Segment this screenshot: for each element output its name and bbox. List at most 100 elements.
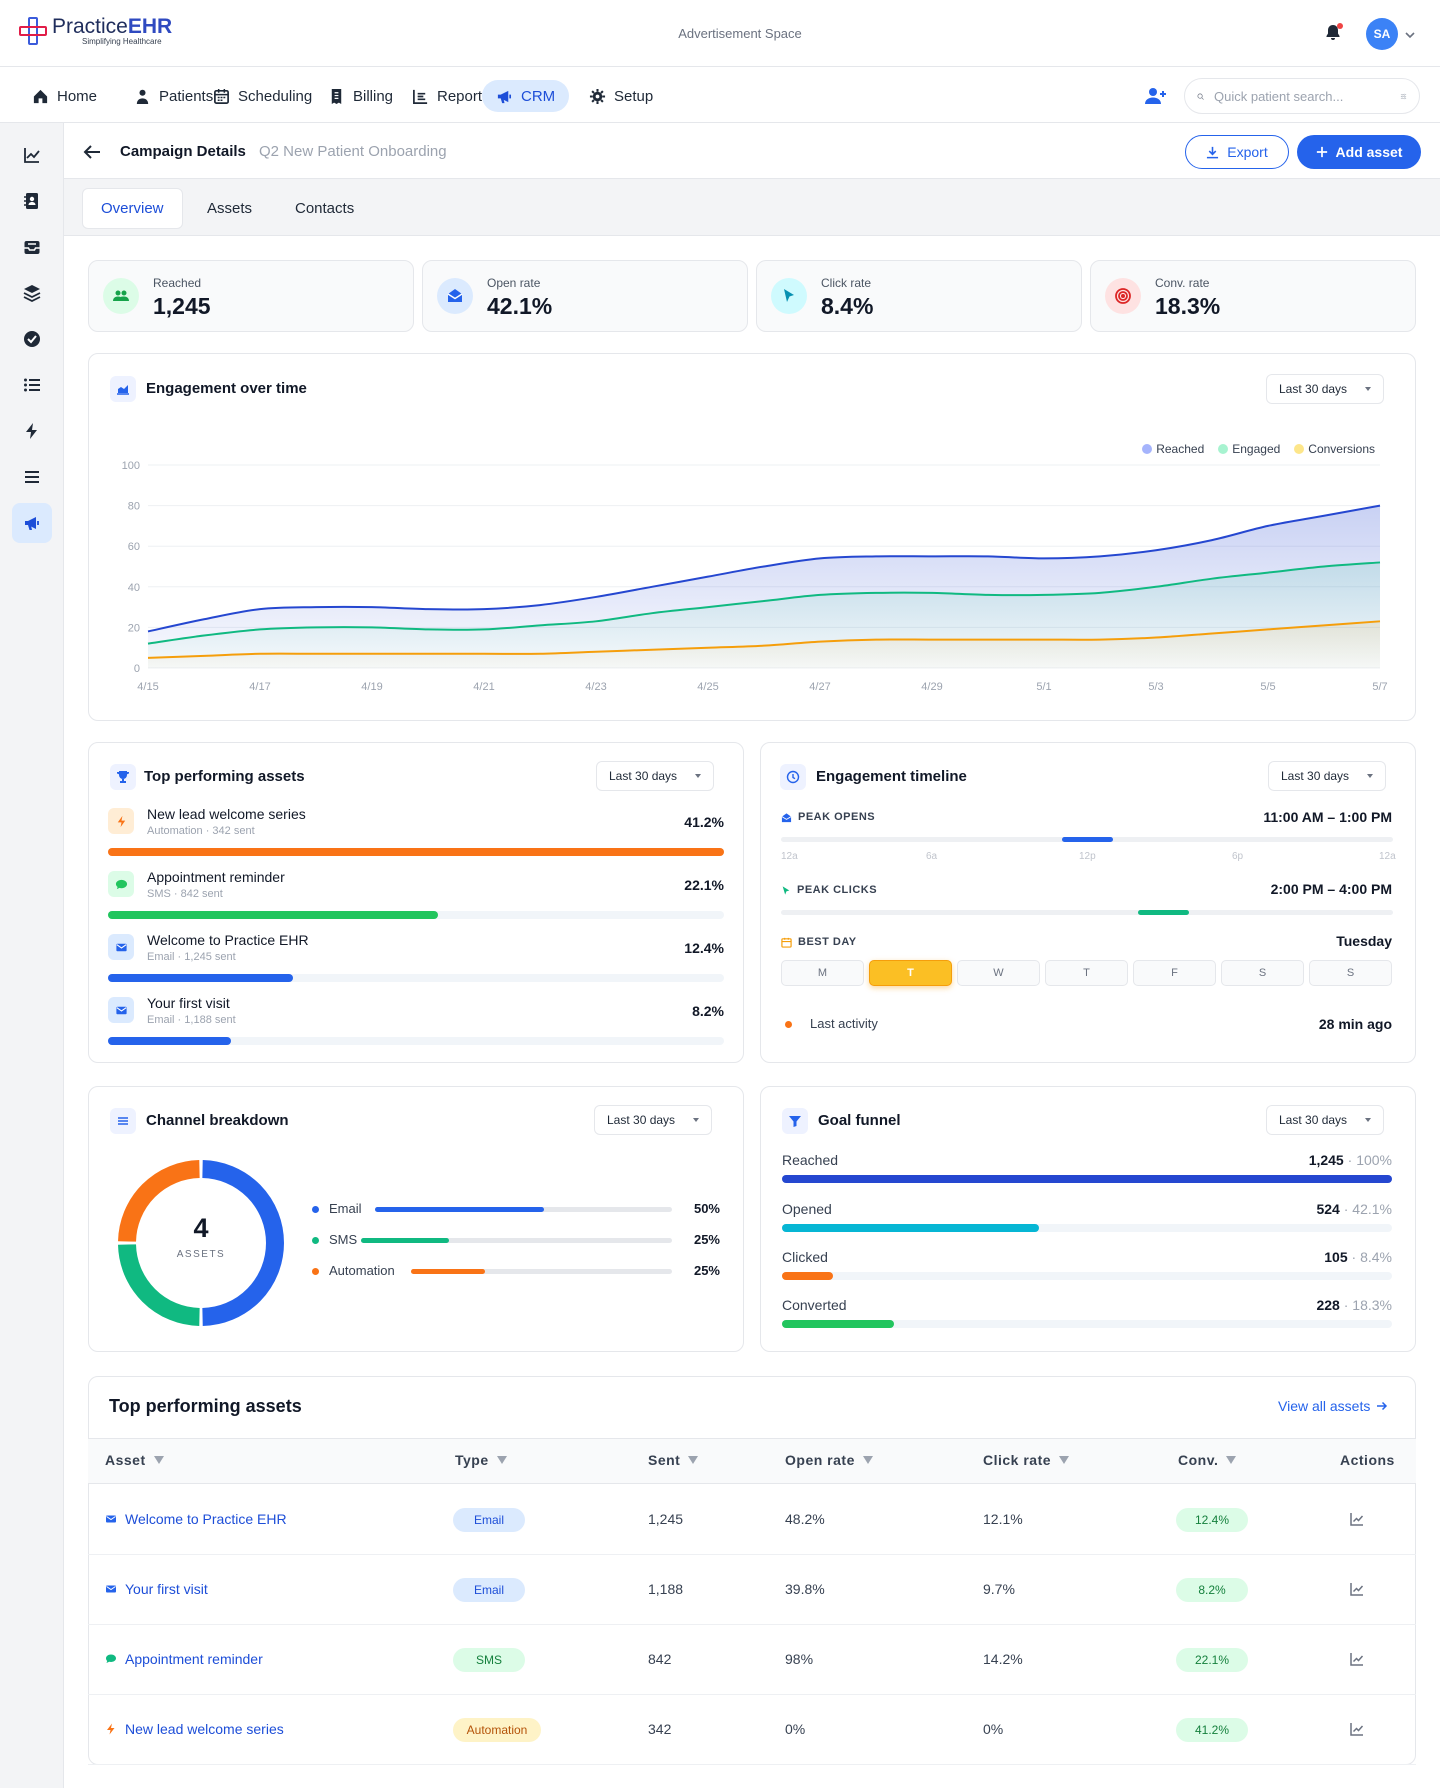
sidebar-item-2[interactable]: [12, 181, 52, 221]
legend-item-engaged[interactable]: Engaged: [1218, 442, 1280, 456]
column-header-asset[interactable]: Asset: [105, 1452, 164, 1468]
kpi-label: Open rate: [487, 276, 541, 290]
funnel-sep: ·: [1351, 1249, 1361, 1265]
sidebar-item-1[interactable]: [12, 135, 52, 175]
column-label: Type: [455, 1452, 489, 1468]
search-input[interactable]: [1214, 88, 1390, 104]
peak-clicks-label: PEAK CLICKS: [781, 884, 877, 896]
table-row[interactable]: Welcome to Practice EHR Email 1,245 48.2% 12…: [88, 1485, 1416, 1555]
y-tick-label: 0: [134, 663, 140, 675]
range-label: Last 30 days: [1279, 1113, 1348, 1127]
brand-logo[interactable]: PracticeEHR Simplifying Healthcare: [18, 16, 172, 46]
weekday-0[interactable]: M: [781, 960, 864, 986]
weekday-6[interactable]: S: [1309, 960, 1392, 986]
tab-assets[interactable]: Assets: [207, 200, 253, 217]
tab-overview[interactable]: Overview: [82, 188, 183, 229]
back-arrow-icon[interactable]: [82, 143, 102, 161]
nav-setup[interactable]: Setup: [575, 80, 667, 112]
filter-icon[interactable]: [862, 1456, 873, 1464]
filter-icon[interactable]: [1226, 1456, 1237, 1464]
add-patient-icon[interactable]: [1145, 86, 1167, 106]
tab-contacts[interactable]: Contacts: [295, 200, 355, 217]
funnel-stage-name: Opened: [782, 1201, 832, 1217]
legend-item-reached[interactable]: Reached: [1142, 442, 1204, 456]
asset-row[interactable]: Welcome to Practice EHR Email · 1,245 sen…: [108, 930, 724, 988]
user-avatar[interactable]: SA: [1366, 18, 1398, 50]
weekday-5[interactable]: S: [1221, 960, 1304, 986]
engagement-range-dropdown[interactable]: Last 30 days: [1266, 374, 1385, 404]
last-activity-label: Last activity: [810, 1016, 878, 1031]
chevron-down-icon[interactable]: [1404, 28, 1416, 40]
asset-row[interactable]: New lead welcome series Automation · 342 …: [108, 804, 724, 862]
range-label: Last 30 days: [609, 769, 678, 783]
column-label: Actions: [1340, 1452, 1395, 1468]
legend-swatch: [1294, 444, 1305, 454]
asset-bar-track: [108, 911, 724, 919]
filter-icon[interactable]: [688, 1456, 699, 1464]
legend-item-conversions[interactable]: Conversions: [1294, 442, 1375, 456]
filter-sliders-icon[interactable]: [1400, 89, 1407, 104]
filter-icon[interactable]: [1059, 1456, 1070, 1464]
nav-billing[interactable]: Billing: [314, 80, 407, 112]
column-header-actions[interactable]: Actions: [1340, 1452, 1395, 1468]
column-header-conv[interactable]: Conv.: [1178, 1452, 1237, 1468]
weekday-2[interactable]: W: [957, 960, 1040, 986]
funnel-bar-track: [782, 1175, 1392, 1183]
asset-row[interactable]: Appointment reminder SMS · 842 sent 22.1%: [108, 867, 724, 925]
kpi-open-rate: Open rate 42.1%: [422, 260, 748, 332]
funnel-stage-reached: Reached 1,245 · 100%: [782, 1152, 1392, 1196]
sidebar-item-7[interactable]: [12, 411, 52, 451]
weekday-1[interactable]: T: [869, 960, 952, 986]
table-row[interactable]: Appointment reminder SMS 842 98% 14.2% 22.1%: [88, 1625, 1416, 1695]
asset-row[interactable]: Your first visit Email · 1,188 sent 8.2%: [108, 993, 724, 1051]
view-all-assets-link[interactable]: View all assets: [1278, 1398, 1388, 1414]
funnel-stage-value: 228 · 18.3%: [1316, 1297, 1392, 1313]
download-icon: [1207, 146, 1219, 158]
export-button[interactable]: Export: [1185, 135, 1289, 169]
asset-link[interactable]: New lead welcome series: [105, 1721, 284, 1737]
sidebar-item-8[interactable]: [12, 457, 52, 497]
sidebar-item-3[interactable]: [12, 227, 52, 267]
asset-link[interactable]: Appointment reminder: [105, 1651, 263, 1667]
donut-slice-sms: [118, 1244, 200, 1326]
filter-icon[interactable]: [153, 1456, 164, 1464]
sidebar-item-9[interactable]: [12, 503, 52, 543]
nav-reports[interactable]: Reports: [398, 80, 504, 112]
view-chart-icon[interactable]: [1349, 1581, 1365, 1600]
view-chart-icon[interactable]: [1349, 1651, 1365, 1670]
asset-link[interactable]: Your first visit: [105, 1581, 208, 1597]
weekday-4[interactable]: F: [1133, 960, 1216, 986]
nav-patients[interactable]: Patients: [120, 80, 227, 112]
bolt-icon: [107, 1723, 115, 1735]
nav-home[interactable]: Home: [18, 80, 111, 112]
weekday-3[interactable]: T: [1045, 960, 1128, 986]
nav-crm[interactable]: CRM: [482, 80, 570, 112]
sidebar-item-5[interactable]: [12, 319, 52, 359]
add-asset-button[interactable]: Add asset: [1297, 135, 1421, 169]
nav-scheduling[interactable]: Scheduling: [199, 80, 326, 112]
column-header-open-rate[interactable]: Open rate: [785, 1452, 873, 1468]
column-header-click-rate[interactable]: Click rate: [983, 1452, 1070, 1468]
view-chart-icon[interactable]: [1349, 1511, 1365, 1530]
table-row[interactable]: Your first visit Email 1,188 39.8% 9.7% 8.2%: [88, 1555, 1416, 1625]
channel-range-dropdown[interactable]: Last 30 days: [594, 1105, 713, 1135]
brand-tagline: Simplifying Healthcare: [82, 37, 162, 46]
funnel-bar-fill: [782, 1224, 1039, 1232]
column-header-type[interactable]: Type: [455, 1452, 507, 1468]
sidebar-item-6[interactable]: [12, 365, 52, 405]
funnel-range-dropdown[interactable]: Last 30 days: [1266, 1105, 1385, 1135]
peak-opens-label: PEAK OPENS: [781, 811, 875, 823]
view-chart-icon[interactable]: [1349, 1721, 1365, 1740]
notifications-bell-icon[interactable]: [1323, 23, 1343, 43]
funnel-bar-track: [782, 1224, 1392, 1232]
top-assets-range-dropdown[interactable]: Last 30 days: [596, 761, 715, 791]
column-header-sent[interactable]: Sent: [648, 1452, 699, 1468]
timeline-range-dropdown[interactable]: Last 30 days: [1268, 761, 1387, 791]
quick-patient-search[interactable]: [1184, 78, 1420, 114]
filter-icon[interactable]: [496, 1456, 507, 1464]
table-row[interactable]: New lead welcome series Automation 342 0% 0%…: [88, 1695, 1416, 1765]
asset-link[interactable]: Welcome to Practice EHR: [105, 1511, 287, 1527]
sidebar-item-4[interactable]: [12, 273, 52, 313]
type-badge: SMS: [453, 1648, 525, 1672]
best-day-label: BEST DAY: [781, 936, 857, 948]
